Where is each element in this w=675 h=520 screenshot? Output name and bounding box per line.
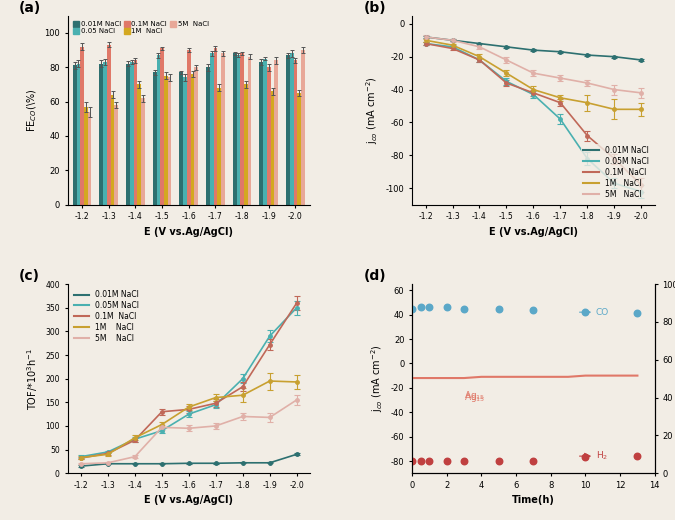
Bar [248, 57, 252, 205]
Point [415, 303, 426, 311]
Bar [259, 62, 263, 205]
Y-axis label: j$_{co}$ (mA cm$^{-2}$): j$_{co}$ (mA cm$^{-2}$) [364, 76, 380, 144]
Bar [271, 91, 275, 205]
Point [441, 457, 452, 465]
Point [493, 457, 504, 465]
Bar [294, 60, 298, 205]
Bar [210, 54, 213, 205]
Bar [233, 54, 236, 205]
Bar [168, 77, 171, 205]
Bar [103, 62, 107, 205]
Bar [138, 84, 141, 205]
Point [424, 303, 435, 311]
Bar [206, 67, 210, 205]
Y-axis label: j$_{co}$ (mA cm$^{-2}$): j$_{co}$ (mA cm$^{-2}$) [369, 345, 385, 412]
Bar [157, 55, 160, 205]
Bar [130, 62, 134, 205]
X-axis label: E (V vs.Ag/AgCl): E (V vs.Ag/AgCl) [144, 227, 234, 237]
Point [493, 304, 504, 313]
Text: (b): (b) [364, 1, 386, 15]
Bar [153, 72, 157, 205]
Text: Ag$_{15}$: Ag$_{15}$ [464, 391, 485, 404]
Bar [267, 67, 271, 205]
Bar [194, 67, 198, 205]
Point [406, 304, 417, 313]
Point [580, 308, 591, 316]
Text: CO: CO [596, 308, 609, 317]
Bar [183, 77, 187, 205]
Bar [191, 74, 194, 205]
Bar [80, 47, 84, 205]
Text: (d): (d) [364, 269, 386, 283]
Bar [76, 64, 80, 205]
Point [441, 303, 452, 311]
Point [459, 457, 470, 465]
Y-axis label: TOF/*10$^3$h$^{-1}$: TOF/*10$^3$h$^{-1}$ [25, 347, 40, 410]
Legend: 0.01M NaCl, 0.05M NaCl, 0.1M  NaCl, 1M   NaCl, 5M   NaCl: 0.01M NaCl, 0.05M NaCl, 0.1M NaCl, 1M Na… [581, 144, 651, 201]
Bar [99, 64, 103, 205]
Y-axis label: FE$_{CO}$(\%): FE$_{CO}$(\%) [25, 88, 38, 132]
Point [459, 304, 470, 313]
Legend: 0.01M NaCl, 0.05M NaCl, 0.1M  NaCl, 1M    NaCl, 5M    NaCl: 0.01M NaCl, 0.05M NaCl, 0.1M NaCl, 1M Na… [72, 288, 141, 345]
X-axis label: Time(h): Time(h) [512, 496, 555, 505]
Bar [141, 98, 145, 205]
Bar [160, 48, 164, 205]
Legend: 0.01M NaCl, 0.05 NaCl, 0.1M NaCl, 1M  NaCl, 5M  NaCl: 0.01M NaCl, 0.05 NaCl, 0.1M NaCl, 1M NaC… [71, 19, 211, 36]
X-axis label: E (V vs.Ag/AgCl): E (V vs.Ag/AgCl) [144, 496, 234, 505]
Point [632, 309, 643, 318]
Bar [134, 60, 138, 205]
Bar [88, 112, 92, 205]
Point [580, 453, 591, 462]
Bar [290, 54, 294, 205]
Bar [126, 64, 130, 205]
Bar [164, 76, 168, 205]
Bar [275, 60, 278, 205]
Bar [301, 50, 305, 205]
Text: Ag$_{15}$: Ag$_{15}$ [464, 388, 485, 401]
Text: H$_2$: H$_2$ [596, 450, 608, 462]
Bar [236, 55, 240, 205]
X-axis label: E (V vs.Ag/AgCl): E (V vs.Ag/AgCl) [489, 227, 578, 237]
Bar [221, 54, 225, 205]
Bar [111, 95, 115, 205]
Bar [213, 48, 217, 205]
Point [424, 457, 435, 465]
Bar [244, 84, 248, 205]
Point [415, 457, 426, 465]
Bar [73, 66, 76, 205]
Bar [187, 50, 191, 205]
Bar [115, 105, 118, 205]
Point [406, 457, 417, 465]
Text: (a): (a) [19, 1, 41, 15]
Bar [286, 55, 290, 205]
Bar [107, 45, 111, 205]
Bar [298, 93, 301, 205]
Point [528, 457, 539, 465]
Bar [84, 107, 88, 205]
Bar [217, 88, 221, 205]
Point [632, 452, 643, 460]
Bar [263, 59, 267, 205]
Bar [240, 54, 244, 205]
Bar [180, 72, 183, 205]
Point [528, 306, 539, 314]
Text: (c): (c) [19, 269, 40, 283]
